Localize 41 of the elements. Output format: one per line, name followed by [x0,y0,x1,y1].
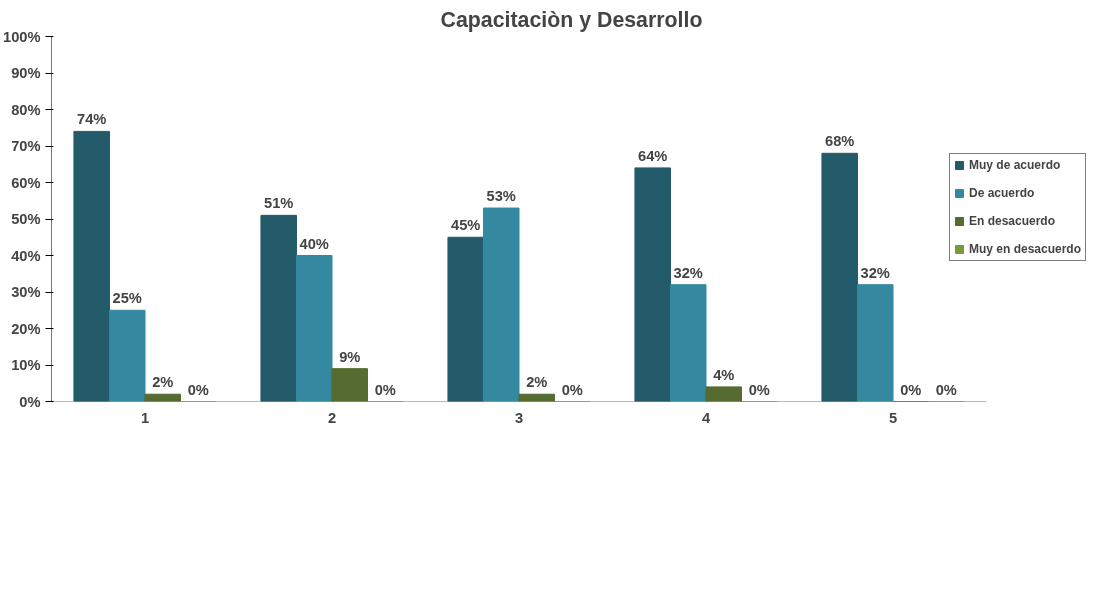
x-tick-label: 5 [888,409,898,426]
y-tick-label: 80% [11,101,41,118]
data-label: 53% [486,188,516,205]
y-tick-label: 70% [11,138,41,154]
y-tick-label: 10% [11,357,41,373]
data-label: 2% [526,374,548,391]
y-tick-label: 100% [3,28,41,45]
data-label: 2% [152,374,174,391]
y-tick-label: 0% [19,393,41,410]
data-label: 74% [77,111,107,128]
legend-label: De acuerdo [969,186,1035,200]
data-label: 0% [561,381,583,398]
x-tick-label: 2 [327,409,337,426]
data-label: 64% [638,147,668,164]
data-label: 0% [900,381,922,398]
legend-label: En desacuerdo [969,214,1056,228]
data-label: 25% [112,290,142,307]
legend-label: Muy de acuerdo [969,158,1061,172]
data-label: 0% [748,381,770,398]
data-label: 4% [713,366,735,383]
data-label: 32% [673,264,703,281]
data-label: 0% [374,381,396,398]
y-tick-label: 50% [11,211,41,227]
data-label: 45% [451,217,481,234]
data-label: 0% [187,381,209,398]
data-label: 51% [264,195,294,212]
data-label: 40% [299,235,329,252]
data-label: 68% [825,133,855,150]
data-label: 32% [860,264,890,281]
y-tick-label: 90% [11,65,41,81]
y-tick-label: 20% [11,320,41,337]
chart-title: Capacitaciòn y Desarrollo [440,7,703,32]
x-tick-label: 3 [514,409,524,426]
data-label: 0% [935,381,957,398]
y-tick-label: 30% [11,284,41,300]
x-tick-label: 1 [140,409,150,426]
y-tick-label: 60% [11,174,41,191]
legend-label: Muy en desacuerdo [969,242,1082,256]
data-label: 9% [339,348,361,365]
x-tick-label: 4 [701,409,711,426]
y-tick-label: 40% [11,247,41,264]
